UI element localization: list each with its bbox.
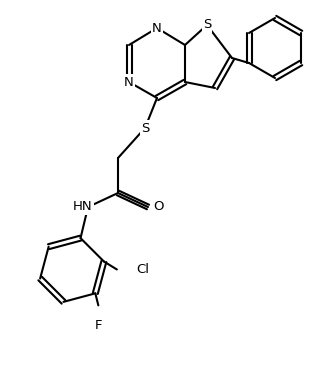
Text: N: N bbox=[124, 75, 134, 89]
Text: O: O bbox=[153, 201, 163, 213]
Text: F: F bbox=[94, 319, 102, 332]
Text: N: N bbox=[152, 21, 162, 35]
Text: HN: HN bbox=[73, 201, 93, 213]
Text: S: S bbox=[141, 121, 149, 135]
Text: Cl: Cl bbox=[137, 263, 149, 276]
Text: S: S bbox=[203, 18, 211, 32]
